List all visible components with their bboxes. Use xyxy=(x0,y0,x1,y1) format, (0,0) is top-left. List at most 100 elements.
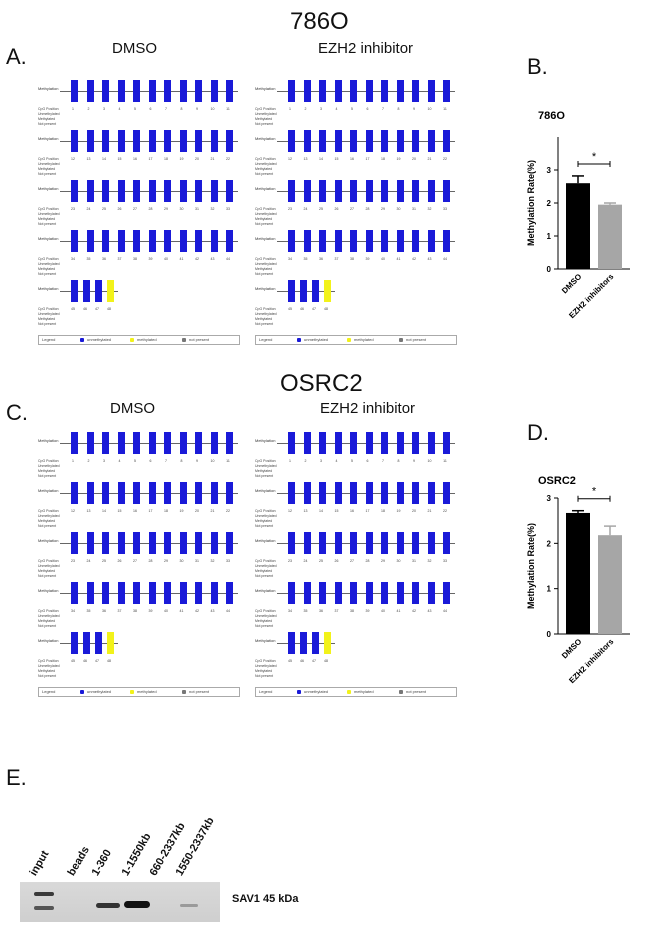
legend-swatch xyxy=(399,690,403,694)
cpg-site-16 xyxy=(133,130,140,152)
cpg-site-33 xyxy=(443,180,450,202)
cpg-table-row-label: Unmethylated xyxy=(38,312,60,316)
cpg-position-value: 17 xyxy=(365,509,370,513)
cpg-position-value: 10 xyxy=(210,107,215,111)
cpg-table-row-label: Not present xyxy=(38,322,57,326)
legend-entry: unmethylated xyxy=(87,337,112,342)
cpg-position-value: 5 xyxy=(351,459,353,463)
cpg-position-value: 41 xyxy=(396,609,401,613)
cpg-position-value: 39 xyxy=(148,257,153,261)
legend-swatch xyxy=(182,338,186,342)
cpg-site-21 xyxy=(427,130,435,152)
cpg-site-17 xyxy=(148,130,156,152)
band-input xyxy=(34,892,54,896)
band-1550-2337kb xyxy=(180,904,198,907)
cpg-site-13 xyxy=(86,482,94,504)
cpg-site-25 xyxy=(319,180,326,202)
cpg-site-17 xyxy=(365,130,373,152)
cpg-table-row-label: Methylated xyxy=(38,619,56,623)
cpg-site-40 xyxy=(164,582,171,604)
cpg-site-37 xyxy=(334,230,342,252)
cpg-site-25 xyxy=(102,532,109,554)
cpg-site-8 xyxy=(179,80,187,102)
cpg-position-value: 14 xyxy=(102,157,106,161)
cpg-position-value: 5 xyxy=(351,107,353,111)
cpg-position-value: 36 xyxy=(319,609,323,613)
cpg-site-43 xyxy=(427,582,435,604)
cpg-position-value: 42 xyxy=(195,257,199,261)
cpg-position-value: 22 xyxy=(226,509,230,513)
cpg-position-value: 25 xyxy=(319,207,323,211)
cpg-table-row-label: CpG Position xyxy=(255,207,276,211)
methylation-row-label: Methylation xyxy=(38,438,59,443)
cpg-site-3 xyxy=(102,80,109,102)
cpg-site-30 xyxy=(179,532,187,554)
cpg-site-19 xyxy=(396,130,404,152)
cpg-table-row-label: Methylated xyxy=(255,217,273,221)
cpg-table-row-label: CpG Position xyxy=(255,509,276,513)
cpg-site-45 xyxy=(288,280,295,302)
cpg-site-5 xyxy=(133,432,140,454)
cpg-position-value: 39 xyxy=(365,609,370,613)
cpg-site-19 xyxy=(179,130,187,152)
legend-entry: not present xyxy=(406,689,427,694)
bar-dmso xyxy=(566,512,590,634)
cpg-position-value: 7 xyxy=(382,107,384,111)
cpg-position-value: 35 xyxy=(303,609,308,613)
cpg-position-value: 18 xyxy=(164,509,168,513)
cpg-table-row-label: Methylated xyxy=(255,167,273,171)
cpg-site-24 xyxy=(303,532,311,554)
cpg-site-17 xyxy=(148,482,156,504)
cpg-site-47 xyxy=(95,632,102,654)
cpg-table-row-label: Methylated xyxy=(38,117,56,121)
cpg-position-value: 19 xyxy=(179,509,184,513)
cpg-site-1 xyxy=(288,80,295,102)
cpg-position-value: 1 xyxy=(72,107,74,111)
cpg-table-row-label: Not present xyxy=(38,474,57,478)
cpg-position-value: 29 xyxy=(381,559,385,563)
legend-entry: methylated xyxy=(137,337,157,342)
cpg-site-7 xyxy=(164,432,171,454)
cpg-table-row-label: CpG Position xyxy=(255,157,276,161)
cpg-position-value: 13 xyxy=(303,509,308,513)
cpg-table-row-label: Not present xyxy=(255,574,274,578)
cpg-site-3 xyxy=(319,80,326,102)
cpg-position-value: 14 xyxy=(319,157,323,161)
cpg-site-20 xyxy=(412,482,419,504)
band-1-360 xyxy=(96,903,120,908)
cpg-table-row-label: Methylated xyxy=(255,267,273,271)
cpg-site-21 xyxy=(210,130,218,152)
cpg-site-27 xyxy=(350,180,357,202)
methylation-lollipop-786o-ezh2: Methylation CpG Position Unmethylated Methy… xyxy=(255,80,460,350)
cpg-table-row-label: CpG Position xyxy=(38,307,59,311)
cpg-site-35 xyxy=(86,230,94,252)
cpg-position-value: 7 xyxy=(382,459,384,463)
cpg-position-value: 36 xyxy=(319,257,323,261)
cpg-site-10 xyxy=(427,432,435,454)
cpg-site-38 xyxy=(350,230,357,252)
cpg-position-value: 41 xyxy=(179,609,184,613)
cpg-position-value: 11 xyxy=(443,459,447,463)
bar-ezh2-inhibitors xyxy=(598,204,622,269)
cpg-position-value: 15 xyxy=(334,157,339,161)
cpg-table-row-label: CpG Position xyxy=(38,509,59,513)
y-tick-label: 3 xyxy=(547,166,552,175)
cpg-position-value: 15 xyxy=(117,509,122,513)
cpg-site-16 xyxy=(133,482,140,504)
cpg-position-value: 28 xyxy=(148,559,153,563)
cpg-site-35 xyxy=(303,230,311,252)
cpg-table-row-label: CpG Position xyxy=(38,659,59,663)
panel-letter-c: C. xyxy=(6,400,28,425)
cpg-site-32 xyxy=(427,532,435,554)
cpg-position-value: 1 xyxy=(289,459,291,463)
cpg-table-row-label: CpG Position xyxy=(38,107,59,111)
cpg-row-block: Methylation CpG Position Unmethylated Methy… xyxy=(255,632,335,680)
cpg-site-6 xyxy=(148,432,156,454)
cpg-table-row-label: Unmethylated xyxy=(38,664,60,668)
cpg-table-row-label: Unmethylated xyxy=(255,464,277,468)
cpg-position-value: 9 xyxy=(196,459,198,463)
cpg-row-block: Methylation CpG Position Unmethylated Methy… xyxy=(38,280,118,328)
cpg-site-17 xyxy=(365,482,373,504)
cpg-position-value: 27 xyxy=(133,207,137,211)
cpg-site-6 xyxy=(365,432,373,454)
